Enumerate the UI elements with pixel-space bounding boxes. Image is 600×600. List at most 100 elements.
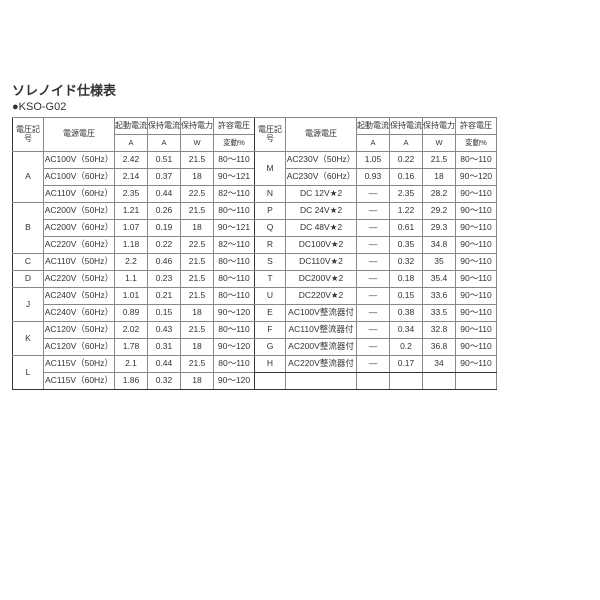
cell-hold-a: 0.15 xyxy=(148,305,181,322)
cell-hold-w: 29.3 xyxy=(423,220,456,237)
cell-voltage: AC220V整流器付 xyxy=(286,356,357,373)
cell-hold-w: 21.5 xyxy=(423,152,456,169)
cell-var: 80～110 xyxy=(214,322,255,339)
cell-voltage: AC230V（60Hz） xyxy=(286,169,357,186)
table-row: GAC200V整流器付―0.236.890～110 xyxy=(255,339,497,356)
hdr-voltage: 電源電圧 xyxy=(286,118,357,152)
cell-voltage: DC 24V★2 xyxy=(286,203,357,220)
cell-start: ― xyxy=(357,220,390,237)
cell-code: S xyxy=(255,254,286,271)
hdr-unit-pct: 変動% xyxy=(214,135,255,152)
cell-var: 90～110 xyxy=(456,322,497,339)
cell-voltage: AC240V（60Hz） xyxy=(44,305,115,322)
table-row: AC115V（60Hz）1.860.321890～120 xyxy=(13,373,255,390)
cell-code: L xyxy=(13,356,44,390)
cell-var: 90～110 xyxy=(456,288,497,305)
cell-hold-a: 0.32 xyxy=(390,254,423,271)
hdr-unit-w: W xyxy=(423,135,456,152)
hdr-voltage: 電源電圧 xyxy=(44,118,115,152)
cell-voltage: AC120V（50Hz） xyxy=(44,322,115,339)
cell-start: ― xyxy=(357,322,390,339)
cell-code: F xyxy=(255,322,286,339)
cell-var: 90～110 xyxy=(456,271,497,288)
cell-start: ― xyxy=(357,271,390,288)
table-row: BAC200V（50Hz）1.210.2621.580～110 xyxy=(13,203,255,220)
cell-voltage: AC115V（60Hz） xyxy=(44,373,115,390)
table-row-empty xyxy=(255,373,497,390)
cell-var: 90～120 xyxy=(214,339,255,356)
cell-hold-a: 0.44 xyxy=(148,356,181,373)
cell-start: 1.01 xyxy=(115,288,148,305)
cell-code: E xyxy=(255,305,286,322)
table-row: CAC110V（50Hz）2.20.4621.580～110 xyxy=(13,254,255,271)
cell-var: 90～110 xyxy=(456,305,497,322)
cell-voltage: AC120V（60Hz） xyxy=(44,339,115,356)
cell-hold-w: 22.5 xyxy=(181,237,214,254)
cell-hold-a: 1.22 xyxy=(390,203,423,220)
cell-voltage: AC200V（60Hz） xyxy=(44,220,115,237)
cell-hold-w: 34 xyxy=(423,356,456,373)
cell-hold-w: 18 xyxy=(181,339,214,356)
table-row: JAC240V（50Hz）1.010.2121.580～110 xyxy=(13,288,255,305)
cell-start: 1.18 xyxy=(115,237,148,254)
cell-voltage: DC 48V★2 xyxy=(286,220,357,237)
hdr-hold-w: 保持電力 xyxy=(181,118,214,135)
hdr-var: 許容電圧 xyxy=(214,118,255,135)
cell-voltage: DC200V★2 xyxy=(286,271,357,288)
table-row: UDC220V★2―0.1533.690～110 xyxy=(255,288,497,305)
table-row: AC120V（60Hz）1.780.311890～120 xyxy=(13,339,255,356)
cell-hold-a: 0.51 xyxy=(148,152,181,169)
cell-voltage: AC200V（50Hz） xyxy=(44,203,115,220)
cell-hold-w: 32.8 xyxy=(423,322,456,339)
cell-voltage: AC100V整流器付 xyxy=(286,305,357,322)
cell-start: ― xyxy=(357,339,390,356)
cell-var: 90～110 xyxy=(456,254,497,271)
cell-hold-a: 0.22 xyxy=(390,152,423,169)
hdr-unit-a1: A xyxy=(357,135,390,152)
cell-voltage: AC110V（60Hz） xyxy=(44,186,115,203)
table-row: HAC220V整流器付―0.173490～110 xyxy=(255,356,497,373)
cell-voltage: DC100V★2 xyxy=(286,237,357,254)
cell-hold-a: 0.19 xyxy=(148,220,181,237)
table-row: QDC 48V★2―0.6129.390～110 xyxy=(255,220,497,237)
cell-var: 80～110 xyxy=(214,356,255,373)
cell-code: G xyxy=(255,339,286,356)
hdr-start: 起動電流 xyxy=(115,118,148,135)
cell-hold-a: 0.35 xyxy=(390,237,423,254)
cell-start: ― xyxy=(357,356,390,373)
cell-hold-a: 0.37 xyxy=(148,169,181,186)
hdr-unit-pct: 変動% xyxy=(456,135,497,152)
cell-var: 90～110 xyxy=(456,237,497,254)
cell-start: 2.02 xyxy=(115,322,148,339)
cell-var: 90～110 xyxy=(456,339,497,356)
cell-start: ― xyxy=(357,288,390,305)
cell-hold-a: 0.18 xyxy=(390,271,423,288)
cell-code: P xyxy=(255,203,286,220)
cell-code: N xyxy=(255,186,286,203)
cell-var: 82～110 xyxy=(214,186,255,203)
hdr-unit-a1: A xyxy=(115,135,148,152)
hdr-unit-a2: A xyxy=(148,135,181,152)
cell-code: T xyxy=(255,271,286,288)
cell-start: ― xyxy=(357,203,390,220)
cell-hold-a: 0.32 xyxy=(148,373,181,390)
table-row: AC110V（60Hz）2.350.4422.582～110 xyxy=(13,186,255,203)
cell-hold-a: 0.61 xyxy=(390,220,423,237)
cell-start: ― xyxy=(357,305,390,322)
cell-hold-w: 21.5 xyxy=(181,271,214,288)
table-container: 電圧記号 電源電圧 起動電流 保持電流 保持電力 許容電圧 A A W 変動% … xyxy=(12,117,588,390)
table-row: TDC200V★2―0.1835.490～110 xyxy=(255,271,497,288)
cell-hold-a: 0.46 xyxy=(148,254,181,271)
cell-voltage: AC220V（60Hz） xyxy=(44,237,115,254)
table-row: MAC230V（50Hz）1.050.2221.580～110 xyxy=(255,152,497,169)
cell-hold-a: 0.43 xyxy=(148,322,181,339)
cell-code: C xyxy=(13,254,44,271)
cell-start: 1.07 xyxy=(115,220,148,237)
cell-code: Q xyxy=(255,220,286,237)
cell-start: 1.05 xyxy=(357,152,390,169)
cell-var: 90～110 xyxy=(456,203,497,220)
cell-code: J xyxy=(13,288,44,322)
cell-hold-w: 21.5 xyxy=(181,254,214,271)
table-title: ソレノイド仕様表 xyxy=(12,80,588,99)
cell-hold-w: 33.6 xyxy=(423,288,456,305)
